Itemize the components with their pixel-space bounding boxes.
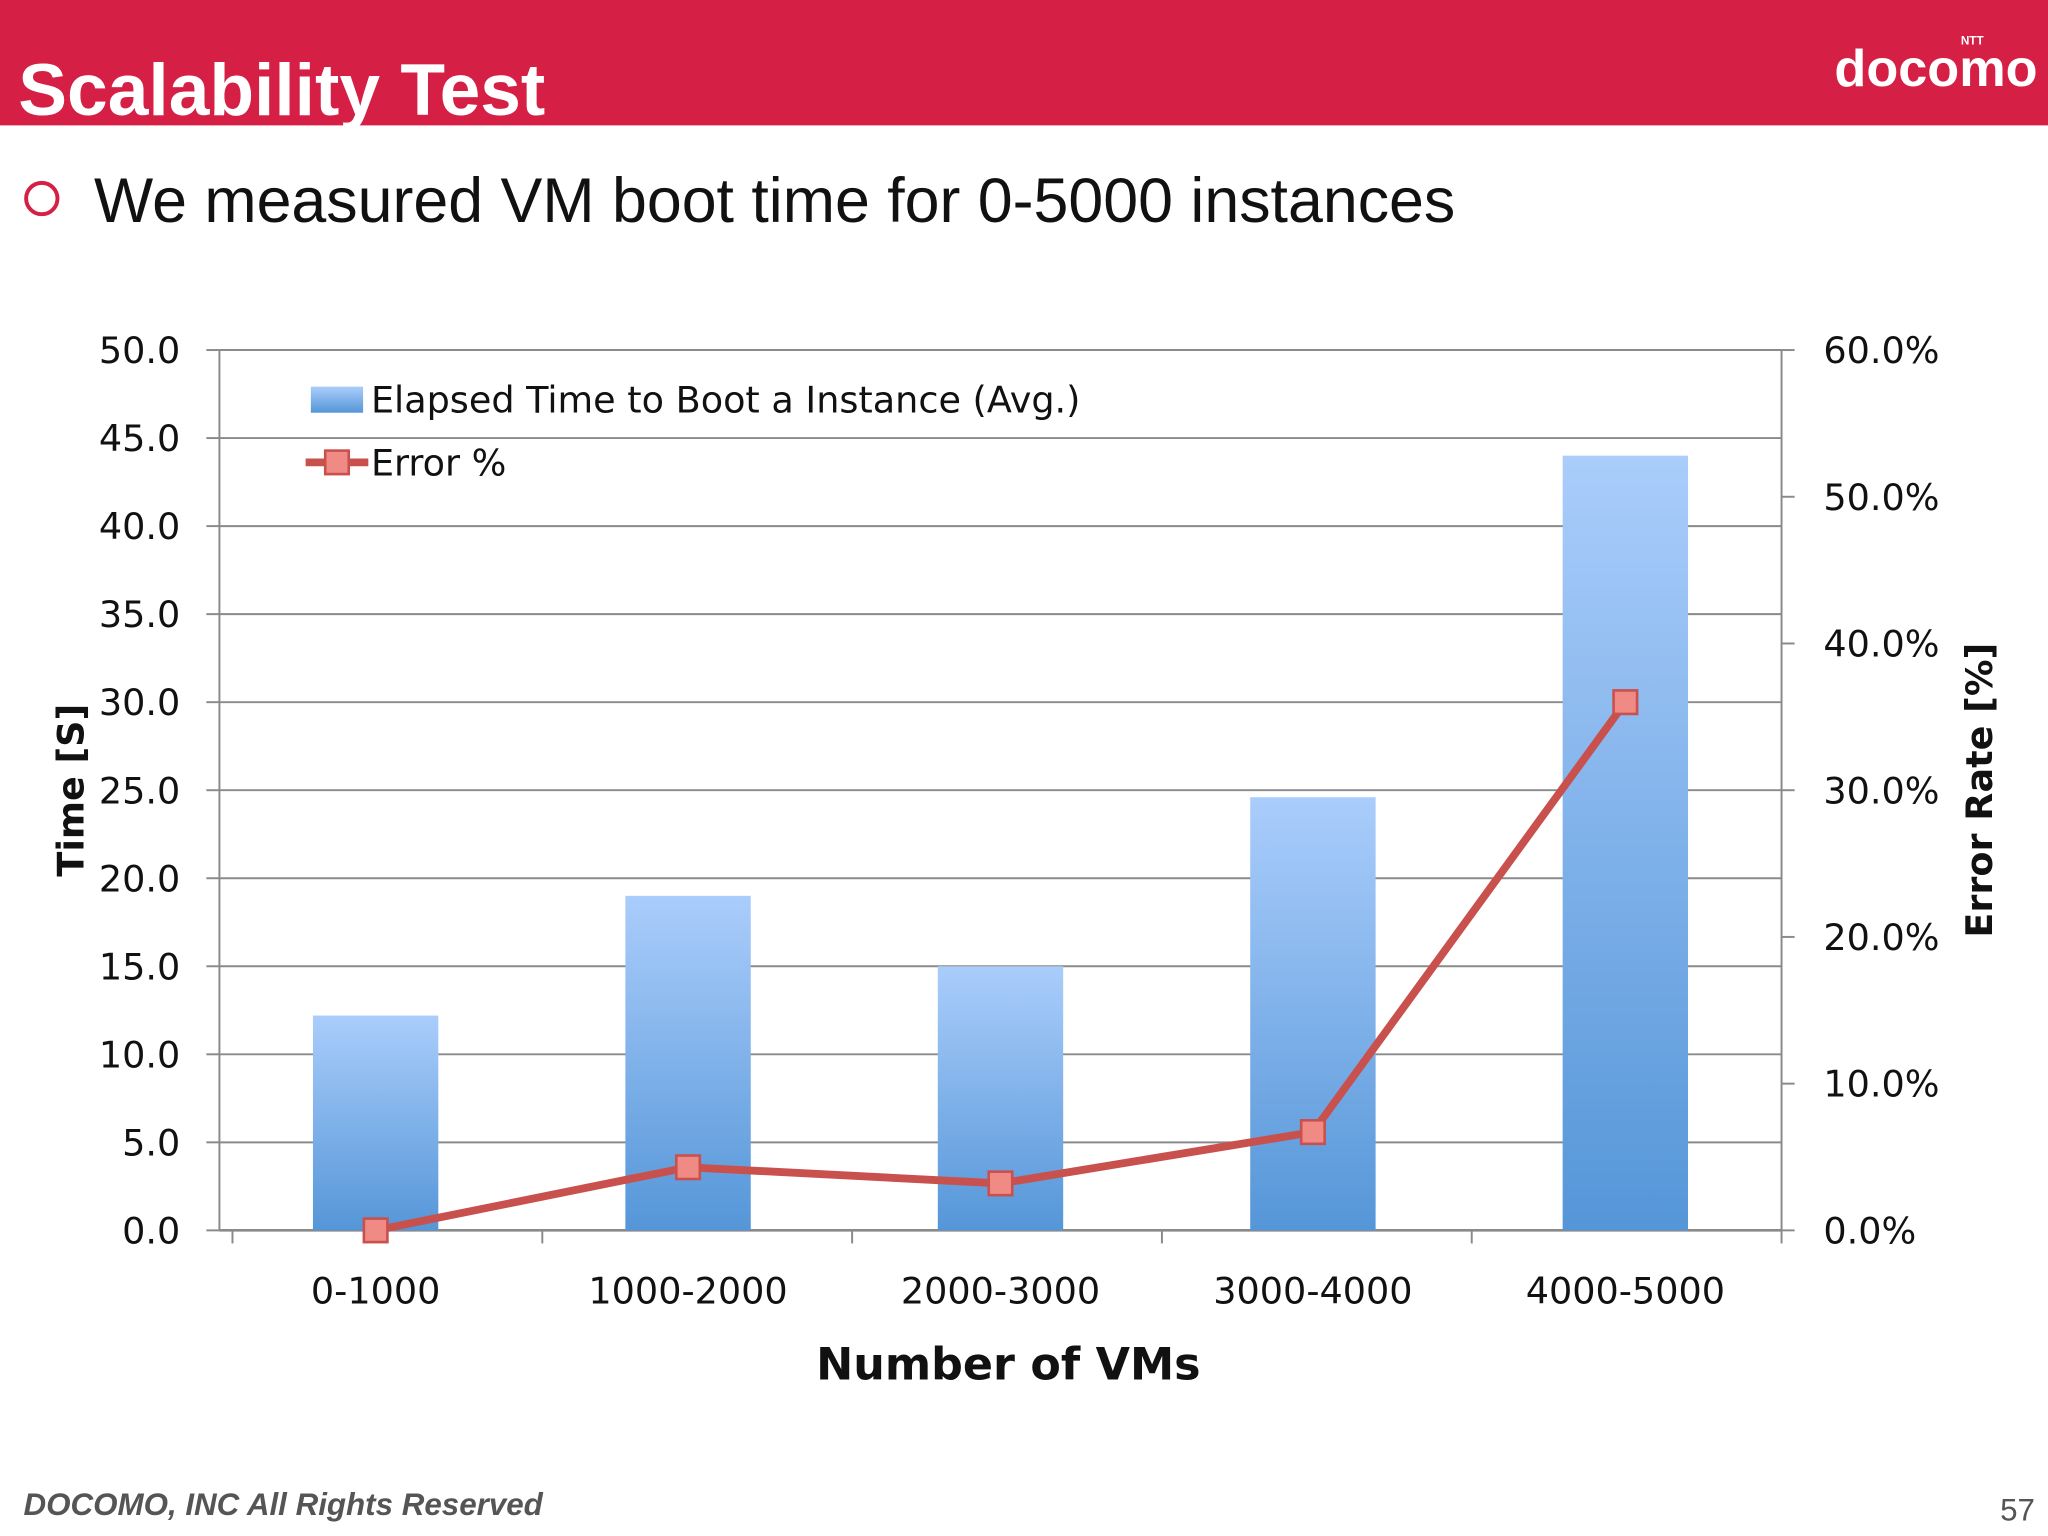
y-tick-label: 30.0 [99,681,180,724]
line-marker [1612,689,1639,716]
bar [1250,797,1376,1231]
y-tick-label: 40.0 [99,505,180,548]
page-number: 57 [2000,1492,2035,1527]
y2-tick-label: 40.0% [1823,623,1939,666]
chart: 0.0 5.0 10.0 15.0 20.0 25.0 30.0 35.0 40.0 45.0 50… [50,329,2001,1390]
legend-swatch [310,386,364,413]
bullet-icon [24,180,60,217]
y-tick-label: 20.0 [99,857,180,900]
bar [1562,455,1689,1231]
logo: docomo [1834,40,2037,98]
bar [312,1015,439,1231]
line-marker [675,1154,702,1181]
x-axis-title: Number of VMs [816,1339,1200,1390]
y2-tick-label: 10.0% [1823,1063,1939,1106]
y-tick-label: 45.0 [99,417,180,460]
legend-label: Error % [371,441,507,484]
y-tick-label: 50.0 [99,329,180,372]
y-tick-label: 35.0 [99,593,180,636]
line-marker [987,1170,1014,1197]
legend-label: Elapsed Time to Boot a Instance (Avg.) [371,379,1080,422]
line-marker [1299,1119,1326,1146]
y-tick-label: 0.0 [122,1209,180,1252]
y-axis-title: Time [S] [50,704,93,877]
y2-tick-label: 50.0% [1823,476,1939,519]
y-tick-label: 25.0 [99,769,180,812]
legend-swatch [323,449,351,476]
x-tick-label: 2000-3000 [901,1270,1100,1313]
y-tick-label: 5.0 [122,1121,180,1164]
logo-super: NTT [1961,34,1985,47]
y2-tick-label: 20.0% [1823,916,1939,959]
y2-tick-label: 30.0% [1823,769,1939,812]
line-marker [362,1217,389,1244]
x-tick-label: 3000-4000 [1213,1270,1412,1313]
x-tick-label: 4000-5000 [1526,1270,1725,1313]
bullet-text: We measured VM boot time for 0-5000 inst… [94,166,1455,236]
y2-tick-label: 0.0% [1823,1209,1916,1252]
y2-axis-title: Error Rate [%] [1958,643,2001,938]
copyright: DOCOMO, INC All Rights Reserved [24,1487,544,1522]
slide-title: Scalability Test [18,50,545,131]
header-band [0,0,2048,126]
x-tick-label: 0-1000 [311,1270,441,1313]
x-tick-label: 1000-2000 [588,1270,787,1313]
y-tick-label: 10.0 [99,1033,180,1076]
y-tick-label: 15.0 [99,945,180,988]
y2-tick-label: 60.0% [1823,329,1939,372]
